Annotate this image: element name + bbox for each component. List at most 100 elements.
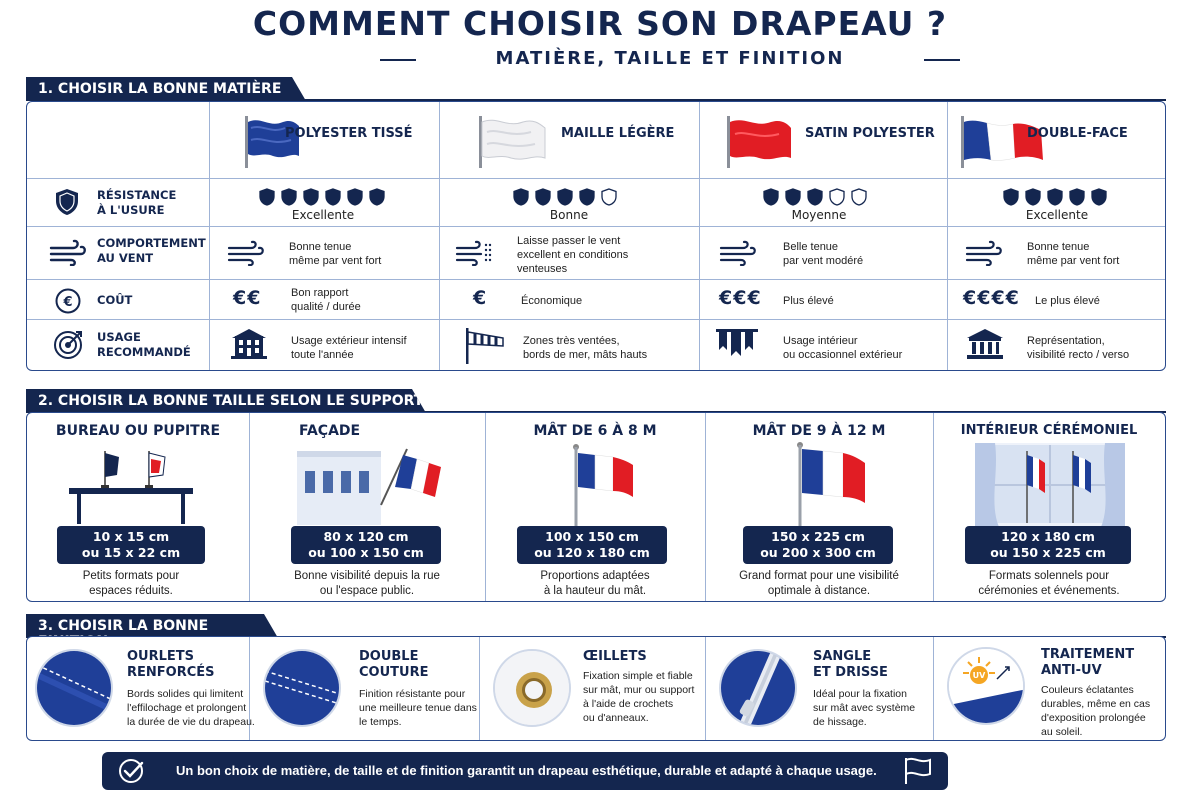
target-icon [54, 331, 82, 359]
finish-panel: OURLETS RENFORCÉS Bords solides qui limit… [26, 636, 1166, 741]
section3-heading: 3. CHOISIR LA BONNE FINITION [26, 614, 278, 638]
usage-text: Usage extérieur intensif toute l'année [291, 335, 407, 361]
cost-symbols: € [473, 287, 488, 309]
criterion-resistance: RÉSISTANCE À L'USURE [97, 188, 177, 217]
cost-symbols: €€€ [719, 287, 762, 309]
flag-icon [905, 757, 931, 784]
shield-filled-icon [763, 188, 779, 206]
cost-symbols: €€ [233, 287, 262, 309]
shield-filled-icon [807, 188, 823, 206]
material-name: SATIN POLYESTER [805, 126, 935, 141]
criterion-cost: COÛT [97, 293, 133, 307]
cost-text: Le plus élevé [1035, 295, 1100, 307]
size-badge: 80 x 120 cm ou 100 x 150 cm [291, 526, 441, 564]
shield-filled-icon [1025, 188, 1041, 206]
subtitle-row: MATIÈRE, TAILLE ET FINITION [380, 48, 960, 72]
wind-icon [227, 240, 264, 266]
support-desc: Grand format pour une visibilité optimale… [739, 570, 899, 597]
double-seam-image [263, 649, 341, 727]
mast-flag-large-icon [797, 442, 865, 527]
wind-text: Laisse passer le vent excellent en condit… [517, 235, 629, 275]
strap-image [719, 649, 797, 727]
finish-title: SANGLE ET DRISSE [813, 649, 888, 680]
svg-text:€: € [62, 295, 72, 310]
mast-flag-icon [573, 444, 633, 527]
shield-filled-icon [1069, 188, 1085, 206]
cost-symbols: €€€€ [963, 287, 1020, 309]
footer-text: Un bon choix de matière, de taille et de… [176, 763, 877, 778]
resistance-label: Bonne [549, 208, 589, 222]
institution-icon [967, 329, 1003, 359]
hem-image [35, 649, 113, 727]
material-name: POLYESTER TISSÉ [285, 126, 413, 141]
support-desc: Petits formats pour espaces réduits. [82, 570, 180, 597]
check-circle-icon [119, 759, 144, 783]
cost-text: Bon rapport qualité / durée [291, 287, 361, 313]
finish-desc: Idéal pour la fixation sur mât avec systè… [813, 688, 916, 728]
polyester-fabric-icon [245, 116, 299, 168]
finish-title: TRAITEMENT ANTI-UV [1041, 647, 1135, 678]
uv-badge: UV [973, 671, 986, 680]
mesh-fabric-icon [479, 116, 546, 168]
size-badge: 150 x 225 cm ou 200 x 300 cm [743, 526, 893, 564]
finish-title: ŒILLETS [583, 649, 647, 664]
support-desc: Proportions adaptées à la hauteur du mât. [540, 570, 650, 597]
shield-filled-icon [513, 188, 529, 206]
cost-text: Plus élevé [783, 295, 834, 307]
resistance-label: Moyenne [791, 208, 847, 222]
shield-filled-icon [1003, 188, 1019, 206]
size-badge: 10 x 15 cm ou 15 x 22 cm [57, 526, 205, 564]
shield-empty-icon [829, 188, 845, 206]
shield-filled-icon [347, 188, 363, 206]
finish-desc: Fixation simple et fiable sur mât, mur ou… [583, 670, 695, 724]
support-title: INTÉRIEUR CÉRÉMONIEL [960, 423, 1138, 438]
cost-text: Économique [521, 295, 583, 307]
usage-text: Représentation, visibilité recto / verso [1027, 335, 1130, 361]
criterion-usage: USAGE RECOMMANDÉ [97, 330, 191, 359]
page-subtitle: MATIÈRE, TAILLE ET FINITION [495, 48, 845, 69]
finish-desc: Bords solides qui limitent l'effilochage … [127, 688, 255, 728]
shield-filled-icon [325, 188, 341, 206]
finish-title: OURLETS RENFORCÉS [127, 649, 215, 680]
shield-empty-icon [601, 188, 617, 206]
shield-filled-icon [557, 188, 573, 206]
footer-banner: Un bon choix de matière, de taille et de… [102, 752, 948, 790]
size-panel: BUREAU OU PUPITRE 10 x 15 cm ou 15 x 22 c… [26, 412, 1166, 602]
wind-icon [49, 239, 86, 266]
satin-fabric-icon [727, 116, 791, 168]
page-title: COMMENT CHOISIR SON DRAPEAU ? [252, 4, 948, 43]
anti-uv-image: UV [947, 647, 1025, 725]
shield-filled-icon [535, 188, 551, 206]
resistance-rating [259, 188, 385, 206]
finish-title: DOUBLE COUTURE [359, 649, 429, 680]
shield-filled-icon [303, 188, 319, 206]
building-icon [231, 329, 267, 359]
criterion-wind: COMPORTEMENT AU VENT [97, 236, 206, 265]
material-name: DOUBLE-FACE [1027, 126, 1128, 141]
resistance-rating [763, 188, 867, 206]
usage-text: Usage intérieur ou occasionnel extérieur [783, 335, 903, 361]
resistance-label: Excellente [1025, 208, 1089, 222]
bunting-icon [716, 329, 758, 356]
size-badge: 100 x 150 cm ou 120 x 180 cm [517, 526, 667, 564]
usage-text: Zones très ventées, bords de mer, mâts ha… [523, 335, 648, 361]
grommet-image [493, 649, 571, 727]
shield-filled-icon [259, 188, 275, 206]
support-title: BUREAU OU PUPITRE [55, 423, 221, 439]
support-title: FAÇADE [299, 423, 361, 439]
french-flag-icon [961, 116, 1043, 168]
resistance-rating [1003, 188, 1107, 206]
windsock-icon [466, 328, 504, 364]
section2-heading: 2. CHOISIR LA BONNE TAILLE SELON LE SUPP… [26, 389, 426, 413]
support-title: MÂT DE 9 À 12 M [752, 423, 886, 439]
ceremonial-room-icon [975, 443, 1125, 527]
resistance-rating [513, 188, 617, 206]
support-desc: Formats solennels pour cérémonies et évén… [978, 570, 1120, 597]
wind-text: Bonne tenue même par vent fort [1027, 241, 1120, 267]
desk-flags-icon [69, 451, 193, 524]
wind-text: Bonne tenue même par vent fort [289, 241, 382, 267]
wind-text: Belle tenue par vent modéré [783, 241, 864, 267]
shield-icon [56, 189, 78, 215]
shield-empty-icon [851, 188, 867, 206]
support-title: MÂT DE 6 À 8 M [533, 423, 657, 439]
